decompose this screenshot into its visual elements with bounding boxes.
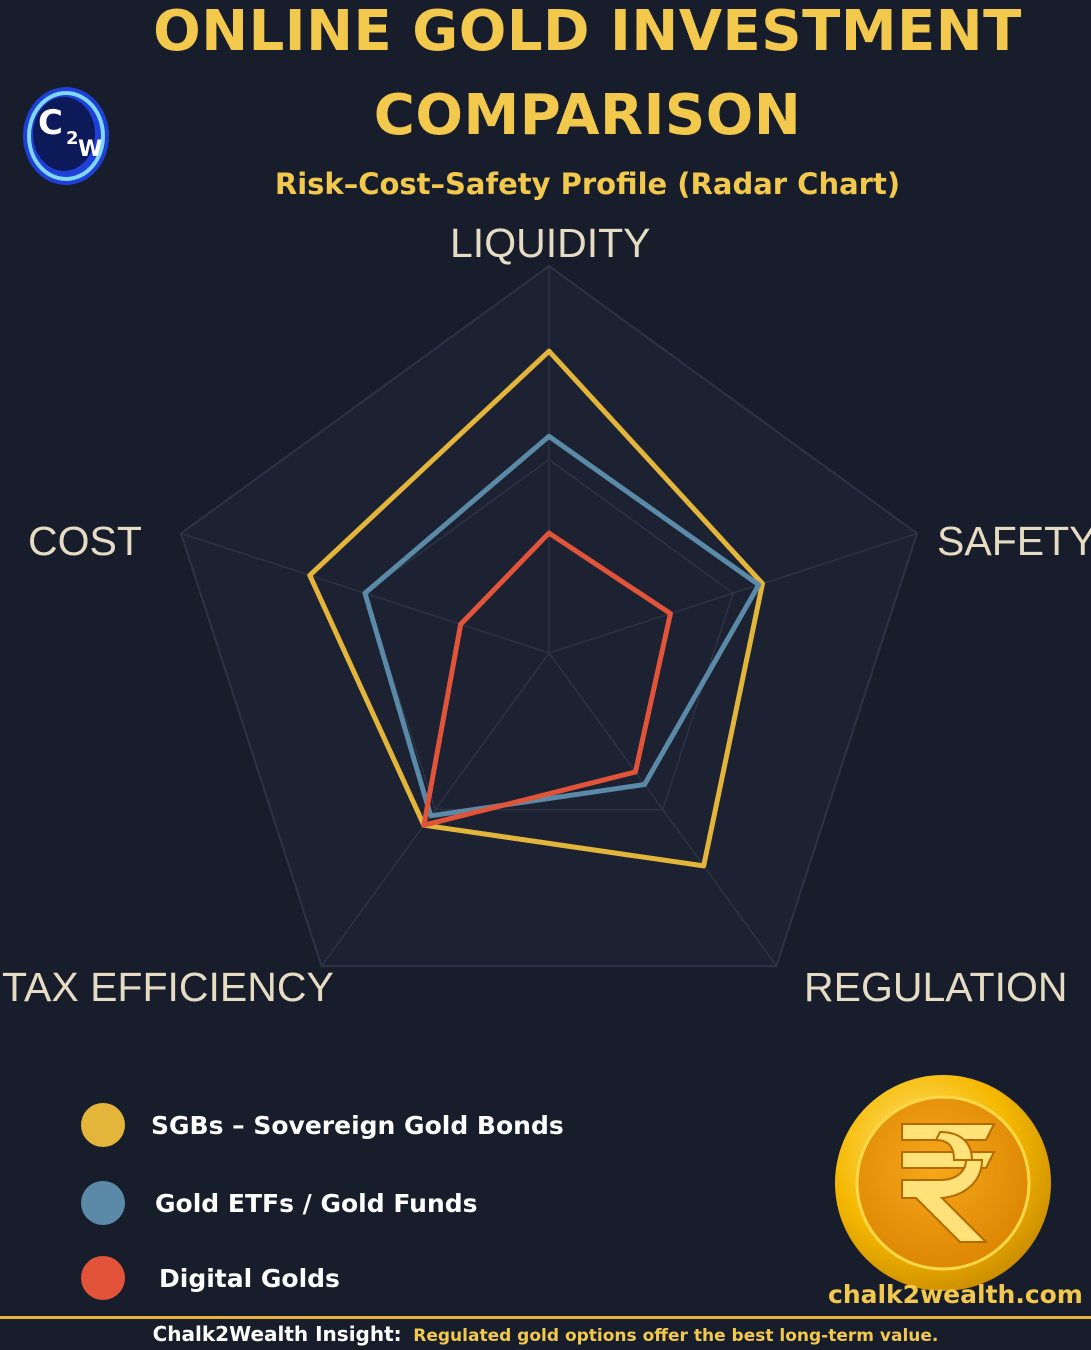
radar-spoke-safety: [548, 532, 918, 654]
radar-series-sgbs: [307, 348, 765, 869]
svg-text:C: C: [38, 103, 63, 143]
legend-label-gold-etfs: Gold ETFs / Gold Funds: [155, 1188, 478, 1218]
axis-label-cost: COST: [28, 518, 142, 564]
legend-label-sgbs: SGBs – Sovereign Gold Bonds: [151, 1110, 564, 1140]
legend-item-digital-golds: Digital Golds: [81, 1256, 340, 1300]
radar-series-digital-golds: [421, 530, 673, 828]
website-link[interactable]: chalk2wealth.com: [828, 1280, 1083, 1309]
rupee-coin-icon: [835, 1075, 1051, 1291]
c2w-logo: C 2 W: [23, 87, 109, 185]
footer-insight: Chalk2Wealth Insight: Regulated gold opt…: [0, 1322, 1091, 1346]
title-line-1: ONLINE GOLD INVESTMENT: [153, 0, 1022, 64]
radar-series-gold-etfs: [362, 433, 762, 819]
radar-grid-ring: [364, 458, 734, 811]
radar-spoke-regulation: [548, 652, 778, 967]
axis-label-regulation: REGULATION: [804, 964, 1068, 1010]
axis-label-liquidity: LIQUIDITY: [450, 220, 651, 266]
chart-subtitle: Risk–Cost–Safety Profile (Radar Chart): [274, 167, 901, 201]
legend-swatch-gold-etfs: [81, 1181, 125, 1225]
svg-text:2: 2: [66, 128, 79, 149]
axis-label-tax-efficiency: TAX EFFICIENCY: [2, 964, 334, 1010]
footer-label: Chalk2Wealth Insight:: [152, 1322, 402, 1346]
title-line-2: COMPARISON: [373, 83, 802, 148]
legend-swatch-digital-golds: [81, 1256, 125, 1300]
axis-label-safety: SAFETY: [937, 518, 1091, 564]
radar-spoke-tax-efficiency: [320, 652, 550, 967]
legend-item-gold-etfs: Gold ETFs / Gold Funds: [81, 1181, 478, 1225]
footer-text: Regulated gold options offer the best lo…: [413, 1326, 939, 1346]
legend-item-sgbs: SGBs – Sovereign Gold Bonds: [81, 1103, 564, 1147]
legend-label-digital-golds: Digital Golds: [159, 1263, 340, 1293]
footer-divider: [0, 1316, 1091, 1319]
legend-swatch-sgbs: [81, 1103, 125, 1147]
svg-text:W: W: [78, 137, 102, 162]
